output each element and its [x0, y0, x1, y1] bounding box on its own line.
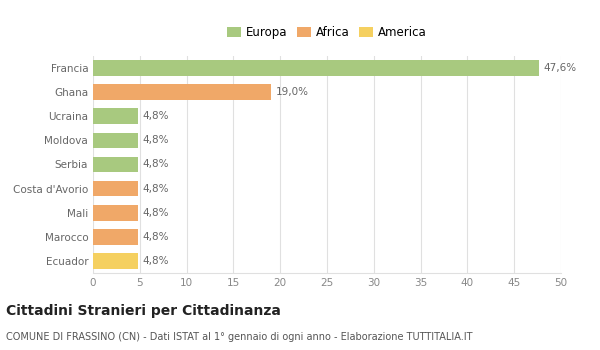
Text: 4,8%: 4,8%: [143, 160, 169, 169]
Bar: [93, 84, 271, 100]
Bar: [93, 181, 138, 196]
Bar: [93, 205, 138, 220]
Text: 4,8%: 4,8%: [143, 184, 169, 194]
Text: 4,8%: 4,8%: [143, 232, 169, 242]
Text: 19,0%: 19,0%: [275, 87, 308, 97]
Text: 4,8%: 4,8%: [143, 256, 169, 266]
Text: 4,8%: 4,8%: [143, 111, 169, 121]
Text: Cittadini Stranieri per Cittadinanza: Cittadini Stranieri per Cittadinanza: [6, 304, 281, 318]
Bar: [93, 253, 138, 269]
Text: COMUNE DI FRASSINO (CN) - Dati ISTAT al 1° gennaio di ogni anno - Elaborazione T: COMUNE DI FRASSINO (CN) - Dati ISTAT al …: [6, 332, 473, 343]
Text: 4,8%: 4,8%: [143, 208, 169, 218]
Legend: Europa, Africa, America: Europa, Africa, America: [225, 24, 429, 41]
Bar: [93, 157, 138, 172]
Bar: [93, 229, 138, 245]
Text: 47,6%: 47,6%: [543, 63, 577, 73]
Bar: [93, 133, 138, 148]
Bar: [93, 108, 138, 124]
Text: 4,8%: 4,8%: [143, 135, 169, 145]
Bar: [93, 60, 539, 76]
